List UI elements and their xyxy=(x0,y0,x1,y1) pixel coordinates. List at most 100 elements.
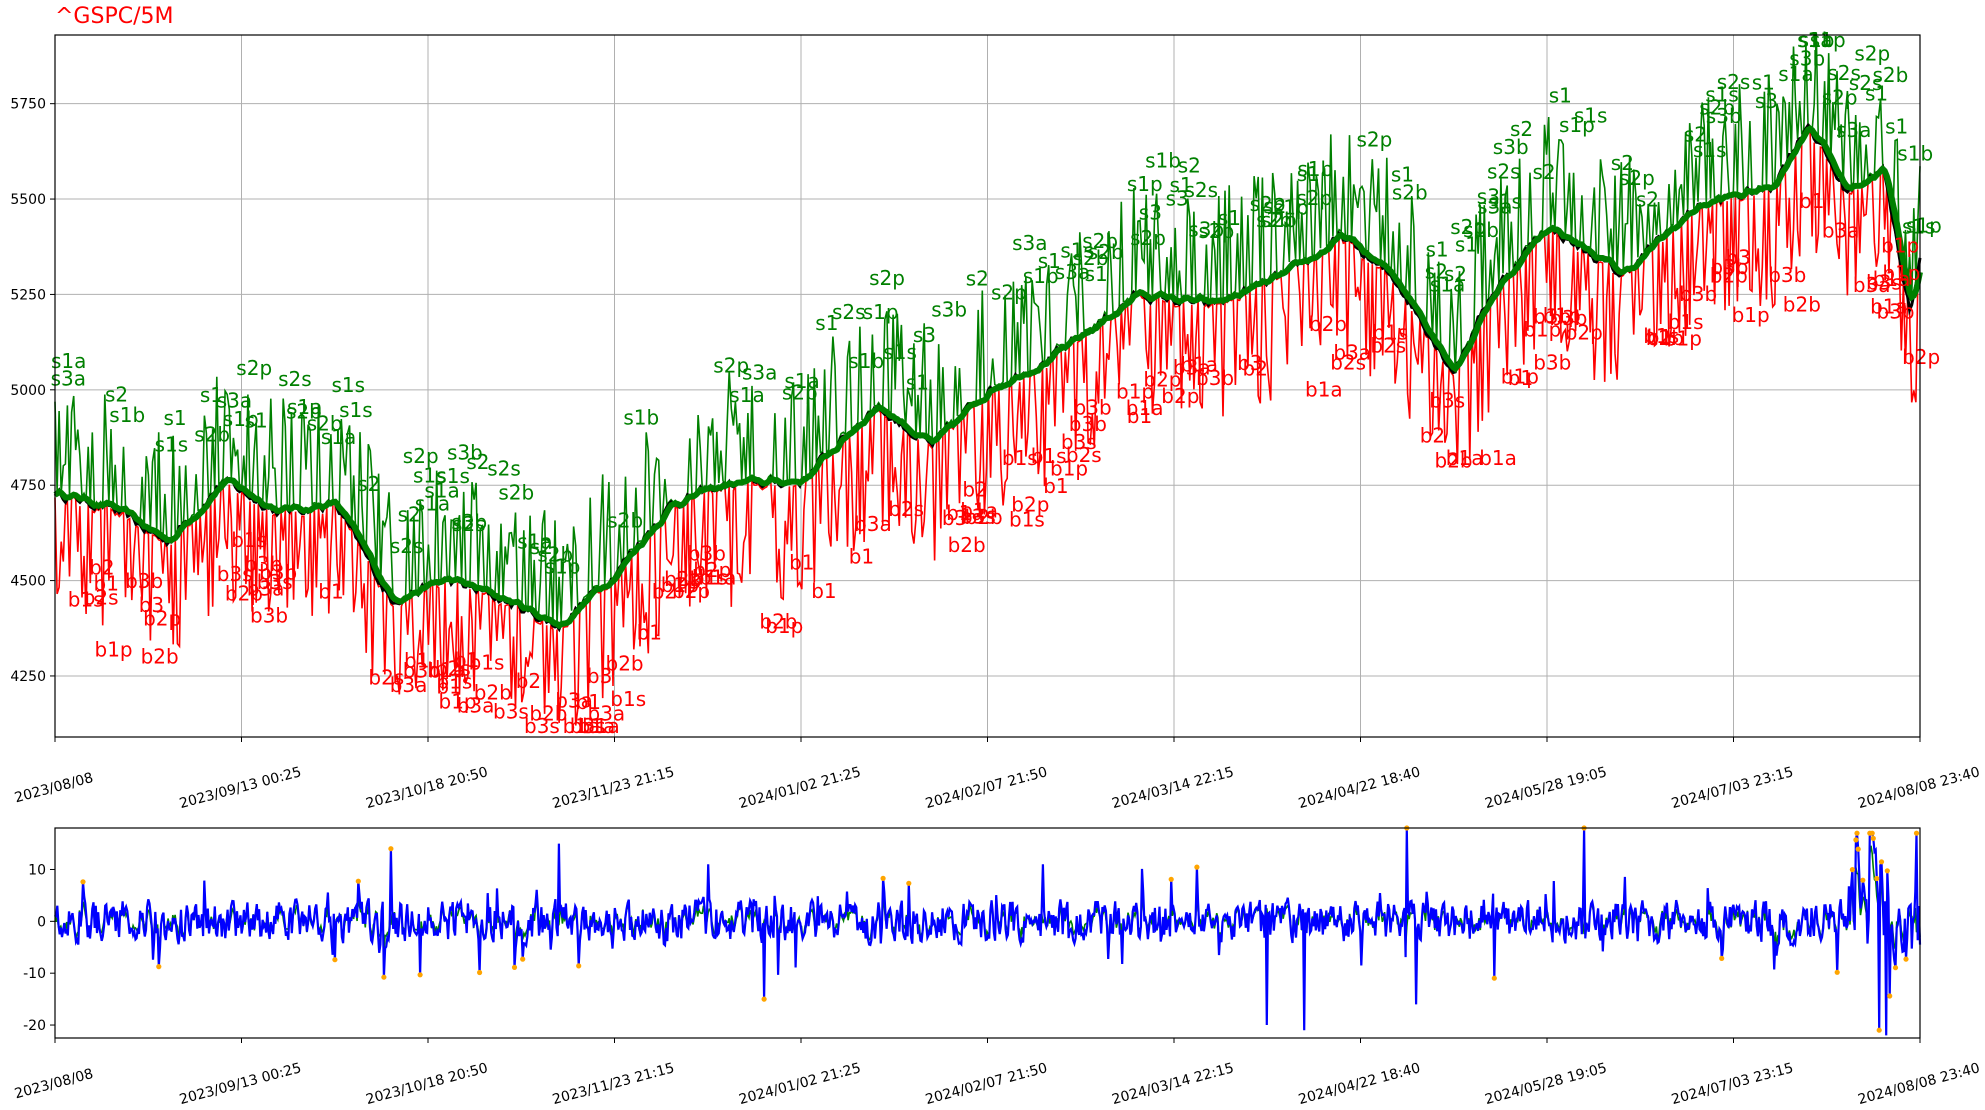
sell-signal-label: s2 xyxy=(1425,259,1448,283)
sell-signal-label: s2p xyxy=(782,381,818,405)
sell-signal-label: s3a xyxy=(1477,195,1512,219)
sell-signal-label: s1b xyxy=(1297,157,1333,181)
extreme-marker xyxy=(417,972,423,978)
sell-signal-label: s2p xyxy=(991,281,1027,305)
buy-signal-label: b1p xyxy=(1523,318,1561,342)
extreme-marker xyxy=(332,957,338,963)
bottom-x-tick-label: 2024/05/28 19:05 xyxy=(1483,1060,1608,1108)
buy-signal-label: b1 xyxy=(436,674,461,698)
sell-signal-label: s1a xyxy=(1797,28,1832,52)
buy-signal-label: b3s xyxy=(524,714,560,738)
buy-signal-label: b3b xyxy=(1710,255,1748,279)
buy-signal-label: b2b xyxy=(948,533,986,557)
sell-signal-label: s2p xyxy=(713,354,749,378)
sell-signal-label: s3 xyxy=(1477,184,1500,208)
buy-signal-label: b1p xyxy=(765,614,803,638)
sell-signal-label: s1b xyxy=(1023,264,1059,288)
buy-signal-label: b1s xyxy=(1668,310,1704,334)
bottom-x-tick-label: 2023/10/18 20:50 xyxy=(364,1060,489,1108)
buy-signal-label: b2b xyxy=(664,567,702,591)
sell-signal-label: s2b xyxy=(1392,181,1428,205)
buy-signal-label: b3 xyxy=(676,570,701,594)
buy-signal-label: b3b xyxy=(1196,366,1234,390)
buy-signal-label: b1 xyxy=(576,690,601,714)
sell-signal-label: s2 xyxy=(1636,188,1659,212)
extreme-marker xyxy=(1892,965,1899,971)
buy-signal-label: b1a xyxy=(1305,378,1343,402)
buy-signal-label: b2s xyxy=(1370,333,1406,357)
bottom-x-tick-label: 2023/08/08 xyxy=(13,1066,95,1102)
top-y-tick-label: 5000 xyxy=(10,383,46,399)
sell-signal-label: s3a xyxy=(1055,260,1090,284)
buy-signal-label: b1 xyxy=(94,572,119,596)
buy-signal-label: b1s xyxy=(469,651,505,675)
buy-signal-label: b1a xyxy=(1870,295,1908,319)
buy-signal-label: b1a xyxy=(427,658,465,682)
buy-signal-label: b3b xyxy=(250,603,288,627)
extreme-marker xyxy=(381,974,387,980)
sell-signal-label: s3a xyxy=(1012,231,1047,255)
sell-signal-label: s2p xyxy=(1296,186,1332,210)
buy-signal-label: b1s xyxy=(1009,508,1045,532)
sell-signal-label: s1p xyxy=(863,300,899,324)
buy-signal-label: b3b xyxy=(688,542,726,566)
buy-signal-label: b1s xyxy=(1643,324,1679,348)
sell-signal-label: s2b xyxy=(1088,240,1124,264)
buy-signal-label: b1 xyxy=(318,580,343,604)
sell-signal-label: s1 xyxy=(1455,232,1478,256)
buy-signal-label: b2p xyxy=(1161,384,1199,408)
sell-signal-label: s2s xyxy=(1827,61,1861,85)
sell-signal-label: s1 xyxy=(1218,206,1241,230)
extreme-marker xyxy=(1834,969,1840,975)
sell-signal-label: s2p xyxy=(1619,166,1655,190)
buy-signal-label: b2 xyxy=(516,669,541,693)
top-y-tick-label: 5750 xyxy=(10,97,46,113)
lower-band-line xyxy=(54,126,1921,726)
buy-signal-label: b2p xyxy=(1710,264,1748,288)
bottom-x-tick-label: 2024/01/02 21:25 xyxy=(737,1060,862,1108)
buy-signal-label: b1a xyxy=(563,714,601,738)
bottom-x-tick-label: 2023/11/23 21:15 xyxy=(551,1060,676,1108)
buy-signal-label: b3b xyxy=(1679,282,1717,306)
buy-signal-label: b3a xyxy=(588,702,626,726)
buy-signal-label: b1s xyxy=(68,587,104,611)
sell-signal-label: s2p xyxy=(236,356,272,380)
top-x-tick-label: 2024/08/08 23:40 xyxy=(1856,764,1981,812)
oscillator-line xyxy=(54,827,1922,1036)
sell-signal-label: s2s xyxy=(487,457,521,481)
extreme-marker xyxy=(80,879,86,885)
top-x-tick-label: 2023/11/23 21:15 xyxy=(551,764,676,812)
bottom-series xyxy=(54,825,1922,1036)
buy-signal-label: b2p xyxy=(693,558,731,582)
buy-signal-label: b1a xyxy=(1180,352,1218,376)
sell-signal-label: s1s xyxy=(332,373,366,397)
sell-signal-label: s3 xyxy=(1139,201,1162,225)
sell-signal-label: s1 xyxy=(1297,162,1320,186)
buy-signal-label: b2p xyxy=(1011,493,1049,517)
buy-signal-label: b3s xyxy=(493,699,529,723)
buy-signal-label: b1a xyxy=(699,566,737,590)
top-x-tick-label: 2023/10/18 20:50 xyxy=(364,764,489,812)
buy-signal-label: b2 xyxy=(962,477,987,501)
sell-signal-label: s2s xyxy=(278,367,312,391)
buy-signal-label: b1p xyxy=(1664,326,1702,350)
sell-signal-label: s1s xyxy=(1488,190,1522,214)
sell-signal-label: s2b xyxy=(1699,96,1735,120)
top-series xyxy=(53,32,1923,726)
buy-signal-label: b3a xyxy=(1853,273,1891,297)
sell-signal-label: s1 xyxy=(200,383,223,407)
sell-signal-label: s2 xyxy=(1444,262,1467,286)
sell-signal-label: s1a xyxy=(1778,62,1813,86)
sell-signal-label: s1 xyxy=(1038,249,1061,273)
sell-signal-label: s1 xyxy=(906,371,929,395)
sell-signal-label: s1 xyxy=(1170,173,1193,197)
sell-signal-label: s1b xyxy=(1897,141,1933,165)
sell-signal-label: s3a xyxy=(1836,118,1871,142)
buy-signal-label: b1 xyxy=(849,544,874,568)
sell-signal-label: s2s xyxy=(1849,71,1883,95)
extreme-marker xyxy=(1887,993,1893,999)
buy-signal-label: b2p xyxy=(143,607,181,631)
sell-signal-label: s1p xyxy=(1906,214,1942,238)
extreme-marker xyxy=(1876,1027,1882,1033)
sell-signal-label: s1s xyxy=(1902,215,1936,239)
